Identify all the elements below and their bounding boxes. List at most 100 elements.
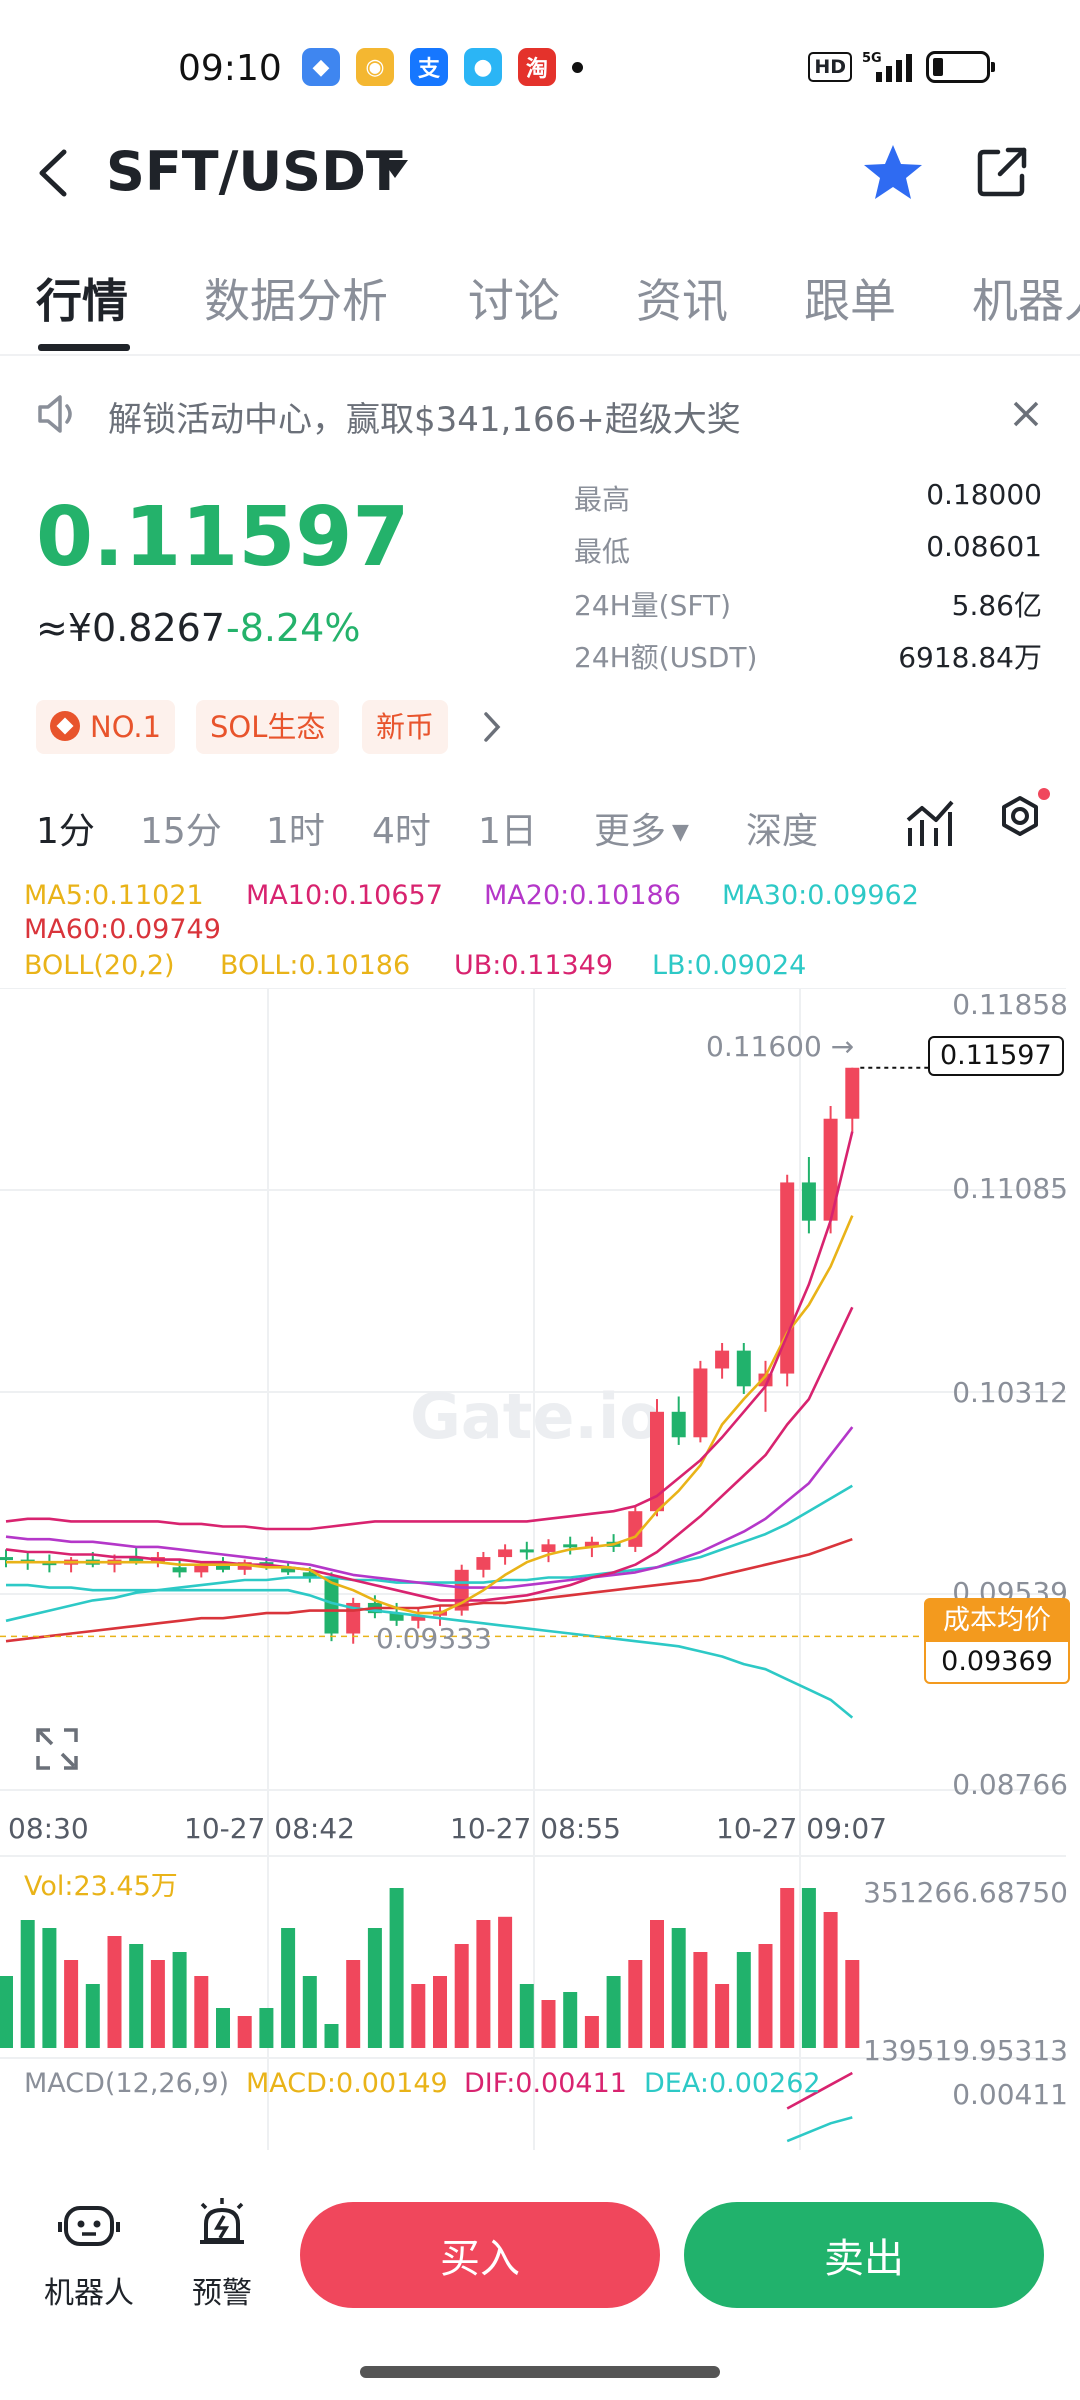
volume-bar-12 (259, 2008, 274, 2048)
last-price: 0.11597 (36, 490, 410, 585)
signal-icon: 5G (862, 51, 912, 82)
candle-body-9 (194, 1564, 209, 1573)
volume-label: Vol:23.45万 (24, 1871, 178, 1902)
tag-sol-ecosystem[interactable]: SOL生态 (196, 700, 340, 754)
volume-bar-3 (64, 1960, 79, 2048)
tab-copy-trading[interactable]: 跟单 (804, 274, 896, 328)
stat-label-volume: 24H量(SFT) (574, 589, 732, 622)
macd-dea: DEA:0.00262 (644, 2068, 821, 2099)
candle-body-24 (519, 1549, 534, 1553)
candle-body-37 (801, 1182, 816, 1221)
volume-bar-31 (671, 1928, 686, 2048)
volume-bar-21 (454, 1944, 469, 2048)
volume-max: 351266.68750 (863, 1876, 1068, 1909)
cost-average-box[interactable]: 成本均价 0.09369 (924, 1598, 1070, 1684)
alert-icon[interactable] (194, 2196, 250, 2252)
alert-label[interactable]: 预警 (192, 2276, 252, 2311)
volume-bar-7 (150, 1960, 165, 2048)
close-icon[interactable] (1012, 400, 1040, 428)
candle-body-38 (823, 1118, 838, 1221)
line-ub (5, 1131, 854, 1531)
legend-boll-value: BOLL:0.10186 (220, 950, 411, 981)
speaker-icon (38, 395, 72, 433)
stat-value-volume: 5.86亿 (951, 589, 1042, 622)
legend-ub: UB:0.11349 (454, 950, 614, 981)
candle-body-22 (476, 1557, 491, 1570)
macd-dif: DIF:0.00411 (464, 2068, 627, 2099)
candle-body-30 (650, 1411, 664, 1512)
volume-bar-29 (628, 1960, 643, 2048)
candle-body-34 (736, 1350, 751, 1387)
y-tick-4: 0.08766 (952, 1768, 1068, 1801)
volume-bar-24 (519, 1984, 534, 2048)
candlestick-chart[interactable]: Gate.io (0, 988, 1080, 2150)
home-indicator[interactable] (360, 2366, 720, 2378)
status-right: HD 5G (808, 50, 995, 84)
back-arrow-icon[interactable] (36, 148, 72, 198)
volume-bar-5 (107, 1936, 122, 2048)
robot-label[interactable]: 机器人 (44, 2276, 134, 2311)
volume-bar-23 (498, 1916, 513, 2048)
stat-value-high: 0.18000 (926, 478, 1042, 511)
promo-banner-text[interactable]: 解锁活动中心，赢取$341,166+超级大奖 (108, 400, 741, 440)
sell-button[interactable]: 卖出 (684, 2202, 1044, 2308)
tab-data-analysis[interactable]: 数据分析 (204, 274, 388, 328)
indicator-icon[interactable] (904, 798, 956, 850)
hd-icon: HD (808, 52, 852, 82)
robot-icon[interactable] (58, 2198, 120, 2250)
volume-bar-16 (346, 1960, 361, 2048)
y-tick-2: 0.10312 (952, 1376, 1068, 1409)
interval-1h[interactable]: 1时 (266, 811, 325, 852)
x-tick-2: 10-27 08:55 (450, 1812, 621, 1845)
line-ma60 (5, 1537, 853, 1643)
volume-bar-37 (801, 1888, 816, 2048)
macd-name: MACD(12,26,9) (24, 2068, 230, 2099)
svg-text:5G: 5G (862, 51, 882, 66)
pair-title[interactable]: SFT/USDT (106, 140, 403, 203)
candle-body-31 (671, 1411, 686, 1438)
stat-label-high: 最高 (574, 483, 631, 516)
status-time: 09:10 (178, 48, 282, 89)
high-marker: 0.11600 → (706, 1030, 855, 1063)
pair-dropdown-caret-icon[interactable] (382, 160, 408, 178)
volume-bar-18 (389, 1888, 404, 2048)
macd-value: MACD:0.00149 (246, 2068, 448, 2099)
battery-icon (926, 51, 995, 83)
status-bar: 09:10 ◆ ◉ 支 ● 淘 HD 5G (0, 0, 1080, 140)
line-ma10 (5, 1306, 854, 1602)
fullscreen-icon[interactable] (36, 1728, 78, 1770)
alipay-app-icon: 支 (410, 48, 448, 86)
tab-market[interactable]: 行情 (36, 274, 128, 328)
tab-news[interactable]: 资讯 (636, 274, 728, 328)
browser-app-icon: ◆ (302, 48, 340, 86)
share-icon[interactable] (974, 144, 1030, 200)
volume-bar-15 (324, 2024, 339, 2048)
macd-dea-line (786, 2116, 853, 2143)
interval-depth[interactable]: 深度 (746, 811, 819, 852)
interval-4h[interactable]: 4时 (372, 811, 431, 852)
tab-discussion[interactable]: 讨论 (468, 274, 560, 328)
chevron-right-icon[interactable] (480, 708, 504, 746)
volume-bar-11 (237, 2016, 252, 2048)
volume-bar-8 (172, 1952, 187, 2048)
interval-1m[interactable]: 1分 (36, 811, 95, 852)
favorite-star-icon[interactable] (862, 142, 924, 202)
volume-bar-38 (823, 1912, 838, 2048)
volume-bar-34 (736, 1952, 751, 2048)
tag-rank[interactable]: NO.1 (36, 700, 176, 754)
line-ma30 (5, 1484, 853, 1623)
tag-new-coin[interactable]: 新币 (362, 700, 449, 754)
volume-bar-36 (780, 1888, 795, 2048)
stat-label-turnover: 24H额(USDT) (574, 641, 758, 674)
interval-more[interactable]: 更多 ▼ (594, 802, 689, 854)
volume-bar-17 (367, 1928, 382, 2048)
interval-15m[interactable]: 15分 (140, 811, 222, 852)
chart-settings-icon[interactable] (994, 786, 1054, 850)
interval-1d[interactable]: 1日 (478, 811, 537, 852)
buy-button[interactable]: 买入 (300, 2202, 660, 2308)
x-tick-1: 10-27 08:42 (184, 1812, 355, 1845)
volume-bar-22 (476, 1920, 491, 2048)
volume-bar-9 (194, 1976, 209, 2048)
tab-robot[interactable]: 机器人 (972, 274, 1080, 328)
volume-bar-25 (541, 2000, 556, 2048)
